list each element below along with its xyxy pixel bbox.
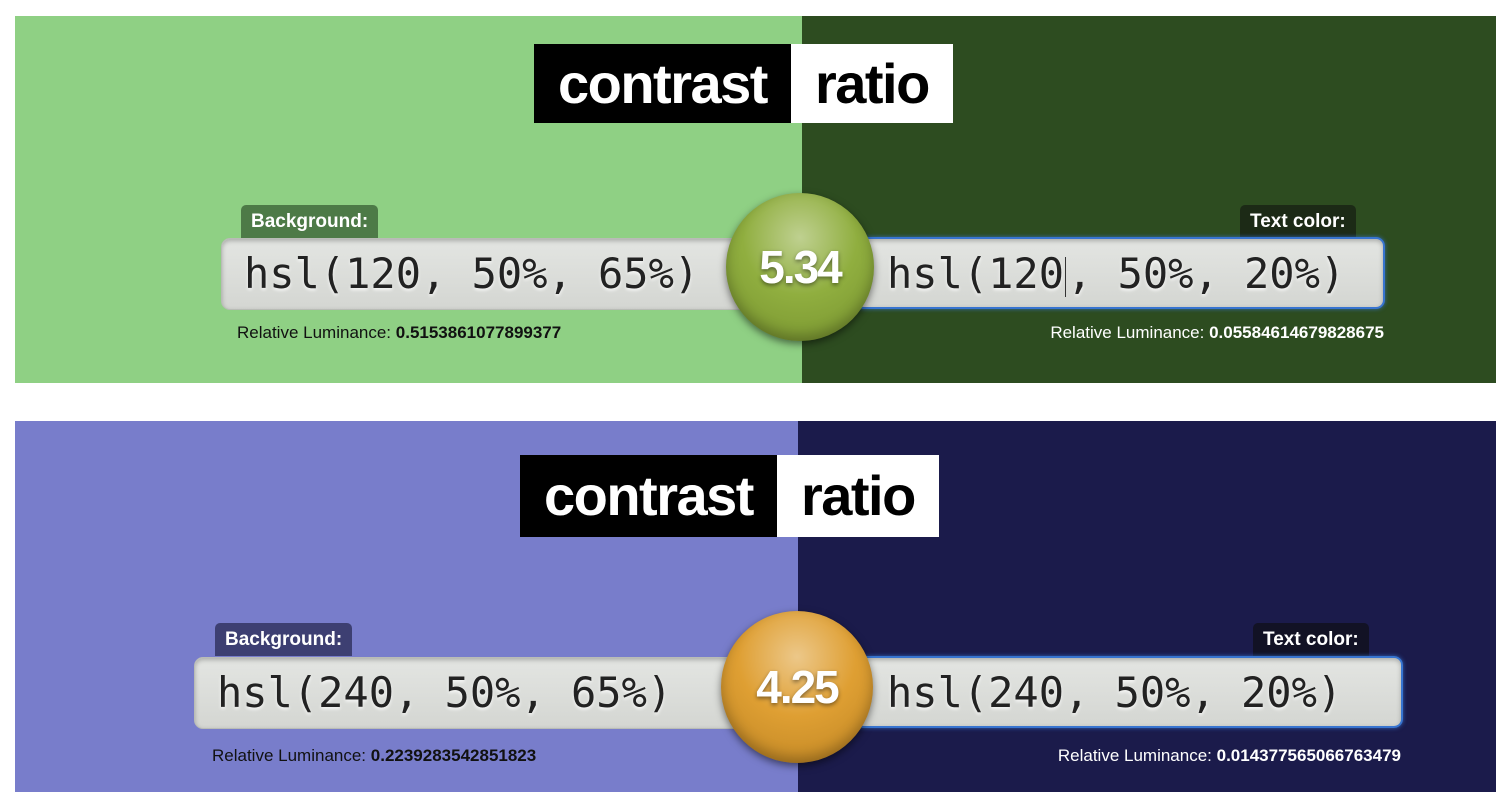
logo-word-ratio: ratio	[790, 44, 953, 123]
text-color-value-end: , 50%, 20%)	[1067, 249, 1346, 298]
text-color-label: Text color:	[1240, 205, 1356, 238]
luminance-value: 0.05584614679828675	[1209, 323, 1384, 342]
logo-word-ratio: ratio	[776, 455, 939, 537]
background-input[interactable]: hsl(120, 50%, 65%)	[221, 238, 751, 310]
luminance-label: Relative Luminance:	[237, 323, 396, 342]
app-logo: contrast ratio	[520, 455, 939, 537]
logo-word-contrast: contrast	[534, 44, 791, 123]
background-luminance: Relative Luminance: 0.5153861077899377	[237, 323, 561, 343]
text-caret	[1065, 256, 1067, 297]
logo-word-contrast: contrast	[520, 455, 777, 537]
text-color-input[interactable]: hsl(240, 50%, 20%)	[855, 656, 1403, 728]
luminance-value: 0.2239283542851823	[370, 746, 537, 765]
background-label: Background:	[215, 623, 353, 656]
luminance-label: Relative Luminance:	[1050, 323, 1210, 342]
luminance-label: Relative Luminance:	[212, 746, 371, 765]
background-label: Background:	[241, 205, 379, 238]
text-color-luminance: Relative Luminance: 0.05584614679828675	[1050, 323, 1384, 343]
text-color-luminance: Relative Luminance: 0.014377565066763479	[1058, 746, 1401, 766]
text-color-input[interactable]: hsl(120, 50%, 20%)	[855, 237, 1385, 309]
contrast-ratio-badge: 4.25	[721, 611, 873, 763]
background-input[interactable]: hsl(240, 50%, 65%)	[194, 657, 744, 729]
app-logo: contrast ratio	[534, 44, 953, 123]
background-luminance: Relative Luminance: 0.2239283542851823	[212, 746, 536, 766]
luminance-label: Relative Luminance:	[1057, 746, 1217, 765]
luminance-value: 0.5153861077899377	[395, 323, 562, 342]
contrast-panel-green: contrast ratio Background: hsl(120, 50%,…	[15, 16, 1496, 383]
text-color-label: Text color:	[1253, 623, 1369, 656]
luminance-value: 0.014377565066763479	[1216, 746, 1401, 765]
text-color-value-start: hsl(120	[887, 249, 1065, 298]
contrast-panel-blue: contrast ratio Background: hsl(240, 50%,…	[15, 421, 1496, 792]
contrast-ratio-badge: 5.34	[726, 193, 874, 341]
